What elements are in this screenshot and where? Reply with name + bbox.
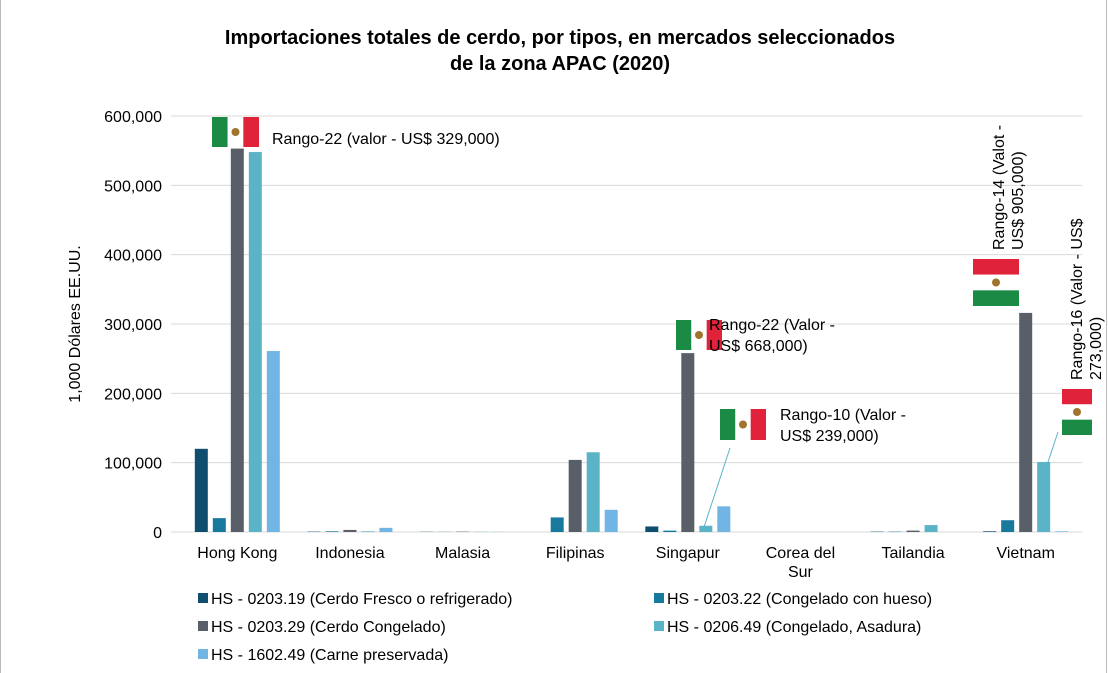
y-tick-label: 400,000 <box>104 248 162 265</box>
bar <box>325 531 339 532</box>
x-tick-label: Filipinas <box>546 545 605 562</box>
flag-stripe <box>1062 389 1092 405</box>
legend-swatch <box>198 593 208 603</box>
x-tick-label: Singapur <box>656 545 721 562</box>
flag-stripe <box>243 117 259 147</box>
x-tick-label: Sur <box>788 564 814 581</box>
legend-swatch <box>198 649 208 659</box>
bar <box>681 353 695 532</box>
legend-label: HS - 0203.22 (Congelado con hueso) <box>667 591 932 608</box>
flag-emblem <box>695 331 703 339</box>
flag <box>1062 389 1092 435</box>
flag <box>676 320 722 350</box>
x-tick-label: Malasia <box>435 545 490 562</box>
annotation: Rango-22 (Valor - <box>709 317 835 334</box>
flag-stripe <box>973 259 1019 275</box>
bar <box>586 452 600 532</box>
annotation: US$ 239,000) <box>780 428 879 445</box>
annotation: 273,000) <box>1088 317 1105 380</box>
chart-title: Importaciones totales de cerdo, por tipo… <box>225 27 895 49</box>
leader-line <box>703 447 731 528</box>
bar <box>604 509 618 532</box>
annotation: Rango-14 (Valot - <box>991 125 1008 250</box>
leader-line <box>1047 431 1059 463</box>
flag-emblem <box>1073 408 1081 416</box>
x-tick-label: Tailandia <box>881 545 944 562</box>
flag <box>212 117 259 147</box>
legend-label: HS - 0206.49 (Congelado, Asadura) <box>667 619 921 636</box>
bar <box>1001 520 1015 532</box>
flag-emblem <box>992 278 1000 287</box>
bar <box>906 530 920 532</box>
legend-label: HS - 1602.49 (Carne preservada) <box>211 647 448 664</box>
bar <box>343 529 357 532</box>
legend-label: HS - 0203.19 (Cerdo Fresco o refrigerado… <box>211 591 512 608</box>
flag-stripe <box>676 320 692 350</box>
bar <box>568 459 582 532</box>
bar <box>212 518 226 532</box>
flag-stripe <box>750 409 766 440</box>
bar <box>194 448 208 532</box>
y-tick-label: 300,000 <box>104 317 162 334</box>
flag <box>973 259 1019 306</box>
flag-stripe <box>706 320 722 350</box>
flag-stripe <box>212 117 228 147</box>
flag-stripe <box>973 290 1019 306</box>
y-tick-label: 500,000 <box>104 178 162 195</box>
bar <box>663 530 677 532</box>
bar <box>717 506 731 532</box>
flag <box>720 409 766 440</box>
bar <box>248 152 262 532</box>
x-tick-label: Indonesia <box>315 545 384 562</box>
bar <box>1055 531 1069 532</box>
x-tick-label: Vietnam <box>996 545 1054 562</box>
flag-stripe <box>1062 419 1092 435</box>
bar <box>230 148 244 532</box>
bar <box>266 351 280 532</box>
y-tick-label: 600,000 <box>104 109 162 126</box>
y-tick-label: 100,000 <box>104 456 162 473</box>
annotation: Rango-22 (valor - US$ 329,000) <box>272 131 500 148</box>
x-tick-label: Corea del <box>766 545 835 562</box>
annotation: US$ 668,000) <box>709 338 808 355</box>
flag-emblem <box>739 420 747 429</box>
flag-emblem <box>231 128 240 136</box>
annotation: US$ 905,000) <box>1010 151 1027 250</box>
legend-label: HS - 0203.29 (Cerdo Congelado) <box>211 619 446 636</box>
bar <box>924 525 938 532</box>
bar <box>699 525 713 532</box>
annotation: Rango-16 (Valor - US$ <box>1069 218 1086 380</box>
y-axis-label: 1,000 Dólares EE.UU. <box>67 245 84 402</box>
chart-title: de la zona APAC (2020) <box>450 53 670 75</box>
legend-swatch <box>198 621 208 631</box>
bar <box>645 526 659 532</box>
bar <box>550 517 564 532</box>
flag-stripe <box>720 409 736 440</box>
bar <box>1019 312 1033 532</box>
annotation: Rango-10 (Valor - <box>780 407 906 424</box>
legend-swatch <box>654 621 664 631</box>
y-tick-label: 0 <box>153 525 162 542</box>
legend-swatch <box>654 593 664 603</box>
bar <box>983 531 997 532</box>
bar <box>361 531 375 532</box>
bar <box>1037 461 1051 532</box>
x-tick-label: Hong Kong <box>197 545 277 562</box>
y-tick-label: 200,000 <box>104 386 162 403</box>
bar <box>379 527 393 532</box>
